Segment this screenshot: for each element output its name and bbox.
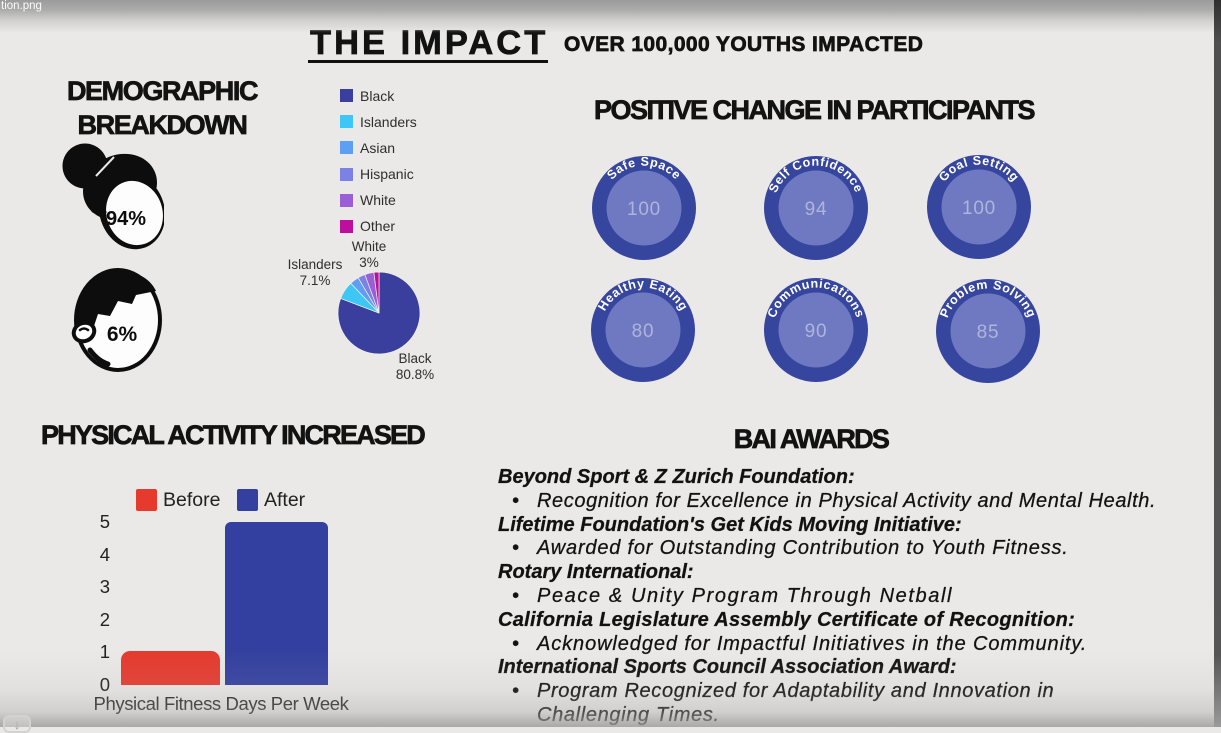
svg-text:94: 94 xyxy=(805,199,828,220)
svg-text:90: 90 xyxy=(805,321,828,342)
svg-text:100: 100 xyxy=(627,199,661,220)
svg-text:80: 80 xyxy=(632,321,655,342)
svg-text:100: 100 xyxy=(962,198,996,219)
svg-text:6%: 6% xyxy=(107,323,138,346)
svg-text:85: 85 xyxy=(977,322,1000,343)
svg-text:94%: 94% xyxy=(106,208,146,230)
